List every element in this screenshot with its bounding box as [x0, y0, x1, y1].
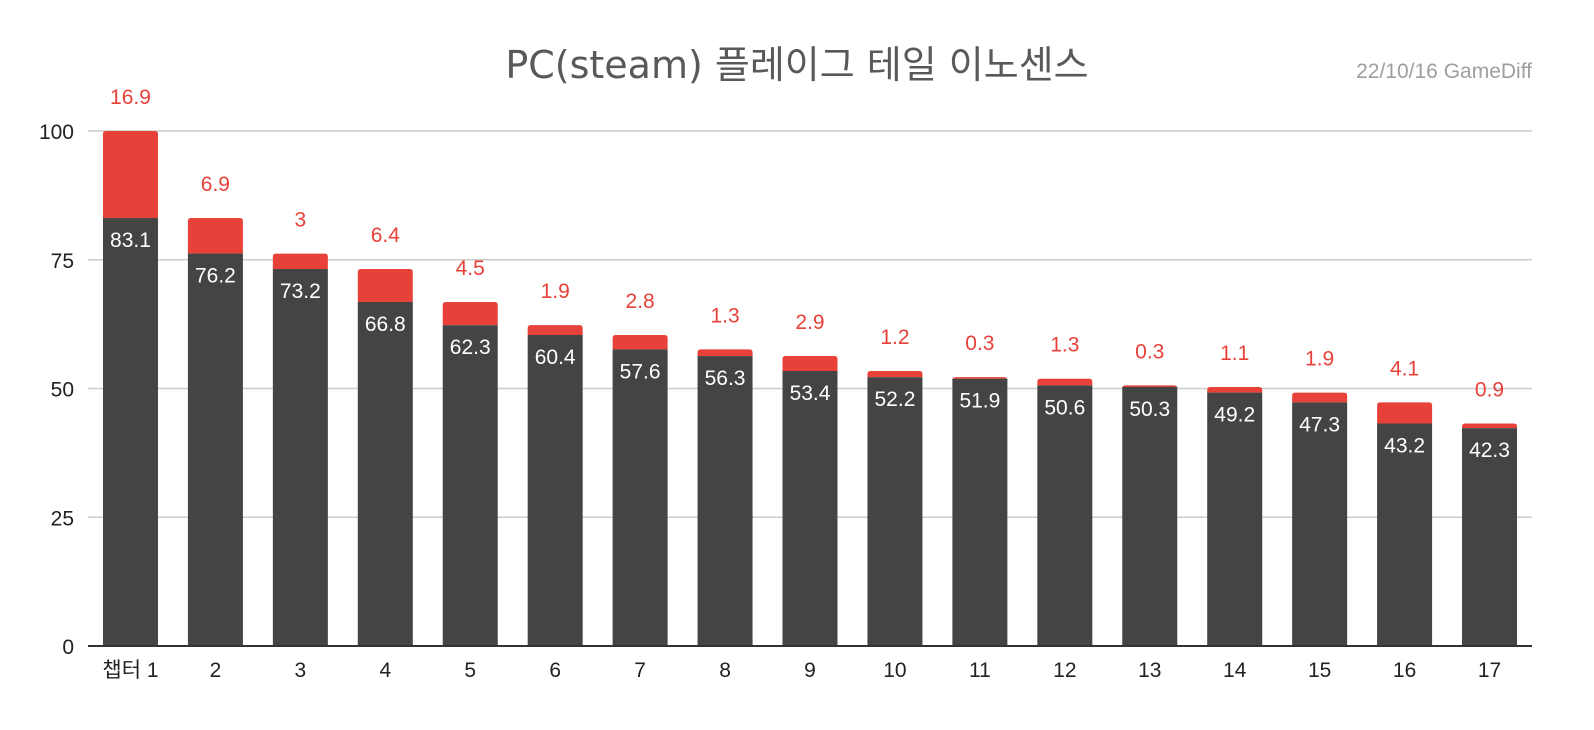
x-tick-label: 8 — [719, 659, 731, 682]
base-value-label: 62.3 — [450, 336, 491, 359]
x-tick-label: 4 — [379, 659, 391, 682]
axes: 0 25 50 75 100 챕터 1 2 3 4 5 6 7 8 9 10 11 12 13 14 15 16 17 — [39, 121, 1532, 682]
x-tick-label: 챕터 1 — [102, 659, 158, 682]
base-value-label: 50.6 — [1044, 396, 1085, 419]
x-tick-label: 7 — [634, 659, 646, 682]
top-value-label: 1.2 — [880, 326, 909, 349]
chart-subtitle: 22/10/16 GameDiff — [1356, 60, 1532, 83]
bar-segment-top — [952, 377, 1008, 381]
top-value-label: 2.8 — [626, 290, 655, 313]
bar-segment-base — [952, 378, 1008, 646]
bar-segment-top — [1292, 392, 1348, 403]
top-value-label: 2.9 — [795, 311, 824, 334]
x-tick-label: 16 — [1393, 659, 1416, 682]
bar-segment-base — [1207, 392, 1263, 646]
top-value-label: 4.5 — [456, 257, 485, 280]
y-tick-label: 0 — [62, 636, 74, 659]
top-value-label: 0.9 — [1475, 379, 1504, 402]
base-value-label: 57.6 — [620, 360, 661, 383]
base-value-label: 47.3 — [1299, 413, 1340, 436]
x-tick-label: 10 — [883, 659, 906, 682]
top-value-label: 0.3 — [1135, 340, 1164, 363]
x-tick-label: 11 — [969, 659, 991, 682]
bar-segment-base — [1462, 428, 1518, 646]
bar-segment-base — [1122, 386, 1178, 646]
base-value-label: 83.1 — [110, 229, 151, 252]
base-value-label: 51.9 — [959, 390, 1000, 413]
bars — [102, 131, 1518, 646]
x-tick-label: 14 — [1223, 659, 1247, 682]
bar-segment-top — [527, 325, 583, 335]
base-value-label: 53.4 — [790, 382, 831, 405]
bar-segment-top — [1377, 402, 1433, 424]
x-tick-label: 9 — [804, 659, 816, 682]
bar-segment-base — [442, 325, 498, 646]
bar-segment-top — [272, 253, 328, 270]
base-value-label: 56.3 — [705, 367, 746, 390]
x-tick-label: 6 — [549, 659, 561, 682]
top-value-label: 1.1 — [1220, 342, 1249, 365]
base-value-label: 49.2 — [1214, 404, 1255, 427]
y-tick-label: 100 — [39, 121, 74, 144]
y-tick-label: 75 — [51, 250, 74, 273]
bar-segment-top — [1037, 378, 1093, 386]
bar-segment-top — [867, 370, 923, 378]
bar-segment-top — [357, 269, 413, 302]
bar-segment-base — [357, 301, 413, 646]
bar-segment-base — [612, 349, 668, 646]
x-tick-label: 2 — [210, 659, 222, 682]
bar-segment-top — [1122, 385, 1178, 389]
bar-segment-base — [272, 269, 328, 646]
base-value-label: 52.2 — [875, 388, 916, 411]
bar-segment-base — [527, 334, 583, 646]
top-value-label: 1.9 — [1305, 348, 1334, 371]
bar-segment-top — [187, 218, 243, 254]
top-value-label: 4.1 — [1390, 357, 1419, 380]
top-value-label: 1.3 — [710, 304, 739, 327]
top-value-label: 1.3 — [1050, 334, 1079, 357]
base-value-label: 76.2 — [195, 265, 236, 288]
top-value-label: 6.9 — [201, 173, 230, 196]
bar-segment-base — [102, 218, 158, 646]
y-tick-label: 25 — [51, 507, 74, 530]
x-tick-label: 13 — [1138, 659, 1161, 682]
chart-title: PC(steam) 플레이그 테일 이노센스 — [505, 43, 1089, 87]
base-value-label: 66.8 — [365, 313, 406, 336]
bar-segment-base — [1292, 402, 1348, 646]
x-tick-label: 17 — [1478, 659, 1501, 682]
bar-segment-base — [697, 356, 753, 646]
base-value-label: 60.4 — [535, 346, 576, 369]
bar-segment-top — [612, 334, 668, 350]
data-labels: 83.1 16.9 76.2 6.9 73.2 3 66.8 6.4 62.3 4.5 60.4 1.… — [110, 86, 1510, 462]
bar-segment-top — [782, 356, 838, 371]
x-tick-label: 12 — [1053, 659, 1076, 682]
bar-segment-top — [1462, 423, 1518, 429]
top-value-label: 6.4 — [371, 224, 401, 247]
bar-segment-top — [102, 131, 158, 219]
base-value-label: 42.3 — [1469, 439, 1510, 462]
y-tick-label: 50 — [51, 379, 74, 402]
x-tick-label: 15 — [1308, 659, 1331, 682]
x-tick-label: 5 — [464, 659, 476, 682]
bar-segment-top — [442, 301, 498, 326]
x-tick-label: 3 — [295, 659, 307, 682]
base-value-label: 73.2 — [280, 280, 321, 303]
bar-segment-base — [782, 370, 838, 646]
bar-segment-top — [697, 349, 753, 357]
bar-segment-base — [187, 253, 243, 646]
base-value-label: 50.3 — [1129, 398, 1170, 421]
bar-segment-base — [1377, 423, 1433, 646]
top-value-label: 1.9 — [541, 280, 570, 303]
bar-segment-base — [867, 377, 923, 646]
top-value-label: 16.9 — [110, 86, 151, 109]
bar-segment-base — [1037, 385, 1093, 646]
base-value-label: 43.2 — [1384, 435, 1425, 458]
top-value-label: 0.3 — [965, 332, 994, 355]
bar-segment-top — [1207, 386, 1263, 393]
top-value-label: 3 — [295, 209, 307, 232]
